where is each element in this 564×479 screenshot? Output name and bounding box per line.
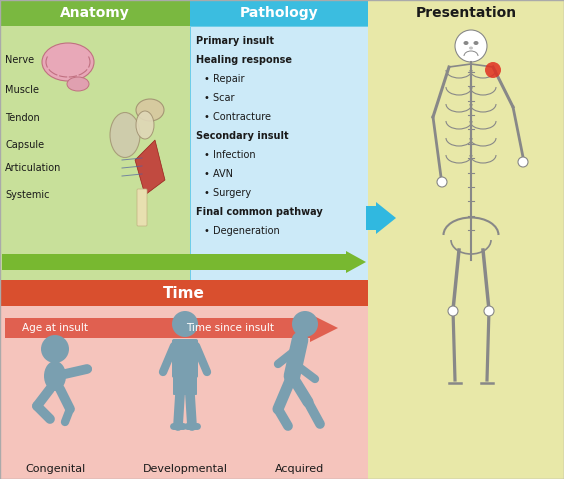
Text: Time: Time xyxy=(163,285,205,300)
Circle shape xyxy=(172,311,198,337)
FancyBboxPatch shape xyxy=(368,0,564,479)
Ellipse shape xyxy=(469,46,473,49)
Text: Secondary insult: Secondary insult xyxy=(196,131,289,141)
Text: Primary insult: Primary insult xyxy=(196,36,274,46)
Circle shape xyxy=(292,311,318,337)
Text: Articulation: Articulation xyxy=(5,163,61,173)
Circle shape xyxy=(448,306,458,316)
Text: Congenital: Congenital xyxy=(25,464,85,474)
FancyBboxPatch shape xyxy=(137,189,147,226)
Circle shape xyxy=(84,365,92,373)
Text: Final common pathway: Final common pathway xyxy=(196,207,323,217)
Text: Healing response: Healing response xyxy=(196,55,292,65)
Text: Capsule: Capsule xyxy=(5,140,44,150)
Text: Presentation: Presentation xyxy=(416,6,517,20)
Text: Anatomy: Anatomy xyxy=(60,6,130,20)
Circle shape xyxy=(455,30,487,62)
FancyBboxPatch shape xyxy=(0,0,190,26)
Text: Systemic: Systemic xyxy=(5,190,50,200)
Text: Nerve: Nerve xyxy=(5,55,34,65)
Text: • Contracture: • Contracture xyxy=(204,112,271,122)
Circle shape xyxy=(437,177,447,187)
Polygon shape xyxy=(135,140,165,195)
FancyBboxPatch shape xyxy=(173,375,197,395)
FancyArrow shape xyxy=(5,314,338,342)
Text: Pathology: Pathology xyxy=(240,6,318,20)
FancyBboxPatch shape xyxy=(0,280,368,306)
Text: Developmental: Developmental xyxy=(143,464,227,474)
FancyBboxPatch shape xyxy=(190,26,368,280)
Text: • Scar: • Scar xyxy=(204,93,235,103)
Circle shape xyxy=(41,335,69,363)
Text: • Infection: • Infection xyxy=(204,150,255,160)
Text: • Degeneration: • Degeneration xyxy=(204,226,280,236)
Text: Muscle: Muscle xyxy=(5,85,39,95)
Ellipse shape xyxy=(67,77,89,91)
FancyArrow shape xyxy=(2,251,366,273)
FancyBboxPatch shape xyxy=(0,26,190,280)
Text: Tendon: Tendon xyxy=(5,113,39,123)
FancyBboxPatch shape xyxy=(0,306,368,479)
Ellipse shape xyxy=(42,43,94,81)
Text: • AVN: • AVN xyxy=(204,169,233,179)
Text: Time since insult: Time since insult xyxy=(186,323,274,333)
FancyArrow shape xyxy=(366,202,396,234)
Text: • Repair: • Repair xyxy=(204,74,245,84)
Ellipse shape xyxy=(474,41,478,45)
FancyBboxPatch shape xyxy=(190,0,368,26)
Ellipse shape xyxy=(136,111,154,139)
Text: • Surgery: • Surgery xyxy=(204,188,251,198)
Ellipse shape xyxy=(44,361,66,391)
Ellipse shape xyxy=(110,113,140,158)
Circle shape xyxy=(518,157,528,167)
Ellipse shape xyxy=(464,41,469,45)
Text: Acquired: Acquired xyxy=(275,464,325,474)
Circle shape xyxy=(485,62,501,78)
Ellipse shape xyxy=(136,99,164,121)
Text: Age at insult: Age at insult xyxy=(22,323,88,333)
FancyBboxPatch shape xyxy=(172,339,198,378)
Circle shape xyxy=(484,306,494,316)
